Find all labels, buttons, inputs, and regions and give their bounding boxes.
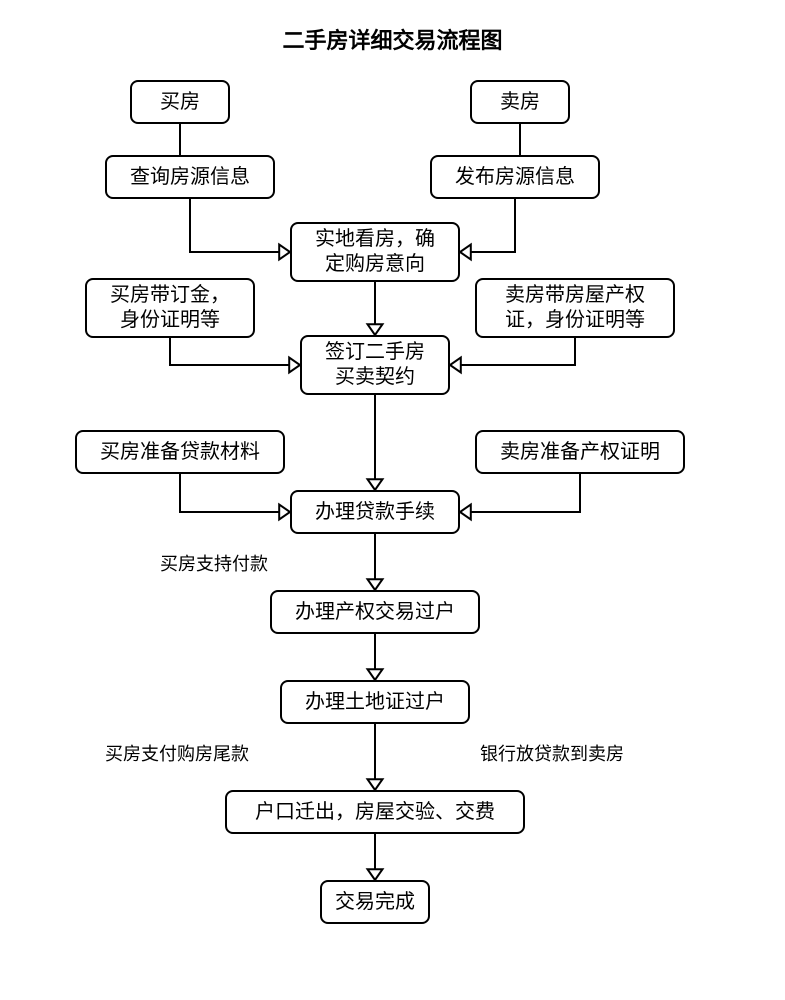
edge-publish-to-visit-arrow	[460, 245, 471, 260]
edge-transfer-to-land-arrow	[368, 669, 383, 680]
annotation-a1: 买房支持付款	[160, 550, 268, 576]
node-handover: 户口迁出，房屋交验、交费	[225, 790, 525, 834]
node-loan: 办理贷款手续	[290, 490, 460, 534]
edge-visit-to-contract-arrow	[368, 324, 383, 335]
edge-seller_doc-to-contract	[461, 338, 575, 365]
edge-seller_doc-to-contract-arrow	[450, 358, 461, 373]
node-visit: 实地看房，确 定购房意向	[290, 222, 460, 282]
node-publish: 发布房源信息	[430, 155, 600, 199]
edge-buyer_doc-to-contract-arrow	[289, 358, 300, 373]
edge-sell_cert-to-loan-arrow	[460, 505, 471, 520]
node-done: 交易完成	[320, 880, 430, 924]
node-sell: 卖房	[470, 80, 570, 124]
edge-buyer_doc-to-contract	[170, 338, 289, 365]
node-sell_cert: 卖房准备产权证明	[475, 430, 685, 474]
annotation-a3: 银行放贷款到卖房	[480, 740, 624, 766]
node-seller_doc: 卖房带房屋产权 证，身份证明等	[475, 278, 675, 338]
node-buy_loan: 买房准备贷款材料	[75, 430, 285, 474]
edge-loan-to-transfer-arrow	[368, 579, 383, 590]
node-buyer_doc: 买房带订金， 身份证明等	[85, 278, 255, 338]
edge-publish-to-visit	[471, 199, 515, 252]
flowchart-title: 二手房详细交易流程图	[0, 23, 785, 55]
edge-handover-to-done-arrow	[368, 869, 383, 880]
edge-query-to-visit-arrow	[279, 245, 290, 260]
flowchart-canvas: 二手房详细交易流程图 买房卖房查询房源信息发布房源信息实地看房，确 定购房意向买…	[0, 0, 785, 1000]
edge-query-to-visit	[190, 199, 279, 252]
node-land: 办理土地证过户	[280, 680, 470, 724]
node-contract: 签订二手房 买卖契约	[300, 335, 450, 395]
node-query: 查询房源信息	[105, 155, 275, 199]
edge-land-to-handover-arrow	[368, 779, 383, 790]
annotation-a2: 买房支付购房尾款	[105, 740, 249, 766]
edge-contract-to-loan-arrow	[368, 479, 383, 490]
edge-sell_cert-to-loan	[471, 474, 580, 512]
node-transfer: 办理产权交易过户	[270, 590, 480, 634]
edge-buy_loan-to-loan-arrow	[279, 505, 290, 520]
node-buy: 买房	[130, 80, 230, 124]
edge-buy_loan-to-loan	[180, 474, 279, 512]
